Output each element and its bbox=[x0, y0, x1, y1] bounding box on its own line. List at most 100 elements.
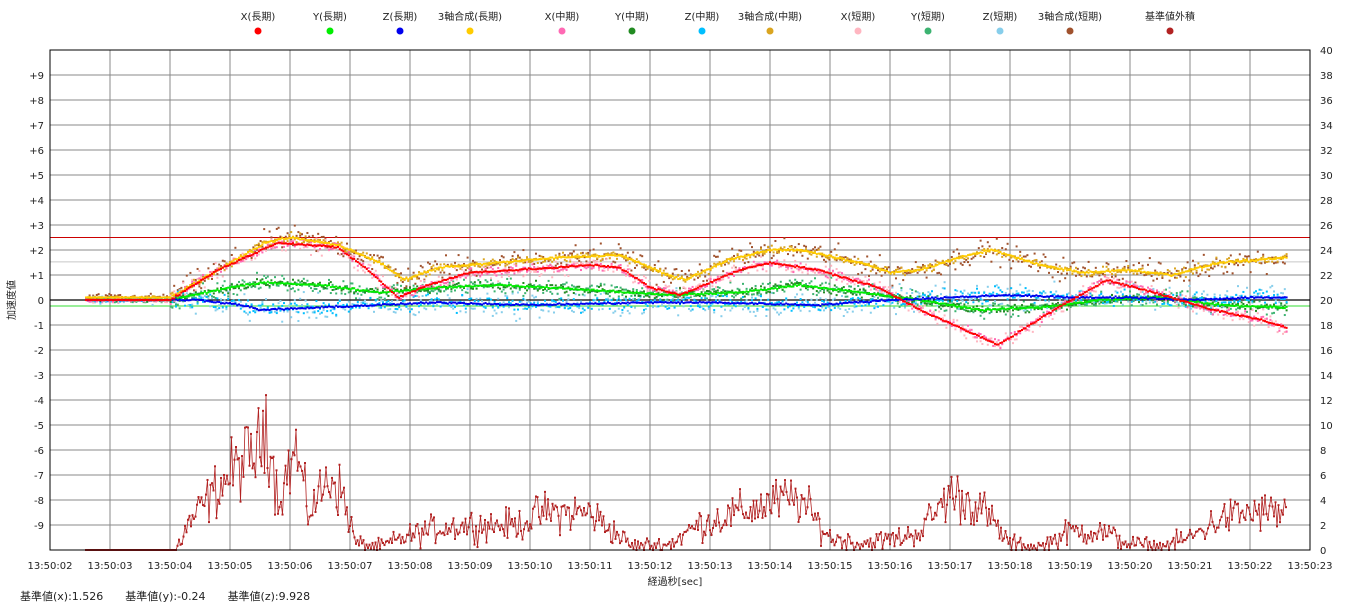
data-point bbox=[1202, 309, 1205, 312]
data-point bbox=[619, 542, 621, 545]
data-point bbox=[598, 268, 600, 271]
data-point bbox=[1091, 282, 1094, 285]
data-point bbox=[1040, 318, 1043, 321]
data-point bbox=[1163, 545, 1166, 548]
data-point bbox=[332, 482, 335, 485]
data-point bbox=[151, 295, 154, 298]
data-point bbox=[859, 302, 861, 305]
data-point bbox=[491, 314, 494, 317]
data-point bbox=[601, 303, 604, 306]
data-point bbox=[284, 464, 287, 467]
data-point bbox=[457, 254, 460, 257]
data-point bbox=[1265, 313, 1268, 316]
data-point bbox=[410, 277, 413, 280]
data-point bbox=[164, 301, 167, 304]
data-point bbox=[1177, 303, 1180, 306]
data-point bbox=[1118, 270, 1121, 273]
data-point bbox=[1123, 286, 1126, 289]
data-point bbox=[329, 496, 332, 499]
data-point bbox=[946, 503, 948, 506]
data-point bbox=[1195, 271, 1198, 274]
data-point bbox=[448, 275, 451, 278]
data-point bbox=[436, 292, 438, 295]
data-point bbox=[295, 428, 297, 431]
data-point bbox=[767, 308, 770, 311]
data-point bbox=[1280, 258, 1283, 261]
data-point bbox=[1177, 273, 1180, 276]
data-point bbox=[756, 252, 759, 255]
data-point bbox=[223, 293, 226, 296]
data-point bbox=[796, 293, 798, 296]
data-point bbox=[621, 294, 624, 297]
data-point bbox=[956, 248, 959, 251]
data-point bbox=[698, 512, 701, 515]
data-point bbox=[1166, 271, 1169, 274]
data-point bbox=[484, 306, 487, 309]
data-point bbox=[493, 273, 496, 276]
data-point bbox=[463, 270, 465, 273]
data-point bbox=[1051, 317, 1054, 320]
data-point bbox=[340, 241, 343, 244]
data-point bbox=[499, 529, 501, 532]
data-point bbox=[623, 306, 626, 309]
data-point bbox=[477, 303, 480, 306]
data-point bbox=[454, 261, 456, 264]
data-point bbox=[286, 281, 289, 284]
data-point bbox=[1114, 528, 1116, 531]
data-point bbox=[929, 266, 932, 269]
data-point bbox=[767, 245, 770, 248]
data-point bbox=[878, 254, 881, 257]
data-point bbox=[427, 533, 429, 536]
data-point bbox=[621, 308, 624, 311]
data-point bbox=[730, 524, 732, 527]
data-point bbox=[805, 263, 807, 266]
data-point bbox=[202, 296, 204, 299]
data-point bbox=[1152, 287, 1155, 290]
data-point bbox=[1069, 524, 1071, 527]
data-point bbox=[621, 253, 624, 256]
data-point bbox=[1017, 298, 1020, 301]
data-point bbox=[578, 293, 581, 296]
data-point bbox=[819, 289, 822, 292]
data-point bbox=[644, 308, 647, 311]
data-point bbox=[851, 261, 854, 264]
data-point bbox=[383, 298, 386, 301]
data-point bbox=[1035, 258, 1038, 261]
data-point bbox=[232, 287, 235, 290]
data-point bbox=[529, 270, 532, 273]
data-point bbox=[403, 299, 406, 302]
data-point bbox=[799, 515, 801, 518]
data-point bbox=[311, 289, 314, 292]
data-point bbox=[422, 533, 425, 536]
data-point bbox=[693, 294, 696, 297]
data-point bbox=[1039, 304, 1041, 307]
data-point bbox=[945, 262, 948, 265]
data-point bbox=[839, 536, 842, 539]
data-point bbox=[1125, 270, 1128, 273]
data-point bbox=[968, 298, 971, 301]
data-point bbox=[1246, 504, 1248, 507]
data-point bbox=[524, 522, 527, 525]
data-point bbox=[326, 287, 329, 290]
data-point bbox=[595, 520, 597, 523]
data-point bbox=[1007, 542, 1010, 545]
data-point bbox=[1154, 300, 1157, 303]
data-point bbox=[1269, 286, 1272, 289]
data-point bbox=[918, 266, 921, 269]
data-point bbox=[185, 274, 188, 277]
data-point bbox=[733, 260, 735, 263]
data-point bbox=[200, 275, 203, 278]
data-point bbox=[133, 297, 136, 300]
data-point bbox=[254, 311, 257, 314]
data-point bbox=[509, 302, 512, 305]
data-point bbox=[392, 269, 395, 272]
data-point bbox=[896, 268, 899, 271]
data-point bbox=[1107, 263, 1110, 266]
data-point bbox=[218, 307, 221, 310]
data-point bbox=[565, 513, 567, 516]
data-point bbox=[370, 548, 372, 551]
data-point bbox=[497, 525, 500, 528]
data-point bbox=[1096, 537, 1098, 540]
data-point bbox=[862, 289, 865, 292]
data-point bbox=[218, 266, 221, 269]
